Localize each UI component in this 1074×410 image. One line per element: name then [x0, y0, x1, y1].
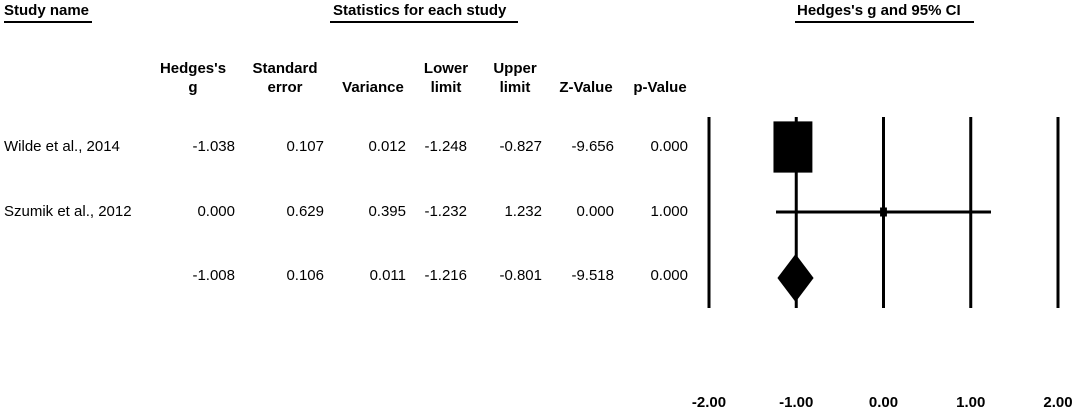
x-tick-label: 0.00 [869, 394, 898, 410]
column-header-z-value: Z-Value [546, 59, 626, 97]
study-effect-box [880, 207, 887, 217]
cell-p-value: 0.000 [650, 138, 688, 155]
cell-standard-error: 0.629 [286, 203, 324, 220]
cell-hedges-g: -1.038 [192, 138, 235, 155]
column-header-line1: Hedges's [159, 60, 227, 77]
cell-z-value: -9.656 [571, 138, 614, 155]
cell-p-value: 1.000 [650, 203, 688, 220]
column-header-variance: Variance [333, 59, 413, 97]
cell-hedges-g: -1.008 [192, 267, 235, 284]
study-name: Szumik et al., 2012 [4, 203, 132, 220]
cell-variance: 0.395 [368, 203, 406, 220]
cell-upper-limit: -0.827 [499, 138, 542, 155]
column-header-line2: Variance [342, 79, 404, 96]
cell-z-value: -9.518 [571, 267, 614, 284]
cell-variance: 0.012 [368, 138, 406, 155]
study-name-underline [4, 21, 92, 23]
cell-lower-limit: -1.216 [424, 267, 467, 284]
column-header-line2: error [267, 79, 303, 96]
column-header-upper-limit: Upper limit [475, 59, 555, 97]
x-tick-label: 1.00 [956, 394, 985, 410]
column-header-hedges-g: Hedges's g [153, 59, 233, 97]
column-header-line1: Lower [423, 60, 469, 77]
column-header-line2: Z-Value [559, 79, 613, 96]
column-header-line2: p-Value [633, 79, 687, 96]
column-header-standard-error: Standard error [245, 59, 325, 97]
x-tick-label: -2.00 [692, 394, 726, 410]
x-tick-label: 2.00 [1043, 394, 1072, 410]
cell-upper-limit: -0.801 [499, 267, 542, 284]
cell-variance: 0.011 [369, 267, 406, 284]
cell-p-value: 0.000 [650, 267, 688, 284]
cell-lower-limit: -1.248 [424, 138, 467, 155]
x-tick-label: -1.00 [779, 394, 813, 410]
cell-standard-error: 0.107 [286, 138, 324, 155]
cell-standard-error: 0.106 [286, 267, 324, 284]
column-header-line2: g [188, 79, 198, 96]
ci-underline [795, 21, 974, 23]
cell-lower-limit: -1.232 [424, 203, 467, 220]
statistics-header: Statistics for each study [333, 2, 507, 19]
column-header-line1: Upper [493, 60, 537, 77]
cell-z-value: 0.000 [576, 203, 614, 220]
column-header-line2: limit [499, 79, 531, 96]
column-header-line2: limit [430, 79, 462, 96]
study-name-header: Study name [4, 2, 90, 19]
column-header-lower-limit: Lower limit [406, 59, 486, 97]
study-name: Wilde et al., 2014 [4, 138, 120, 155]
statistics-underline [330, 21, 518, 23]
cell-hedges-g: 0.000 [197, 203, 235, 220]
cell-upper-limit: 1.232 [504, 203, 542, 220]
column-header-p-value: p-Value [620, 59, 700, 97]
summary-diamond [777, 254, 814, 302]
ci-header: Hedges's g and 95% CI [797, 2, 961, 19]
study-effect-box [773, 121, 813, 173]
column-header-line1: Standard [252, 60, 318, 77]
